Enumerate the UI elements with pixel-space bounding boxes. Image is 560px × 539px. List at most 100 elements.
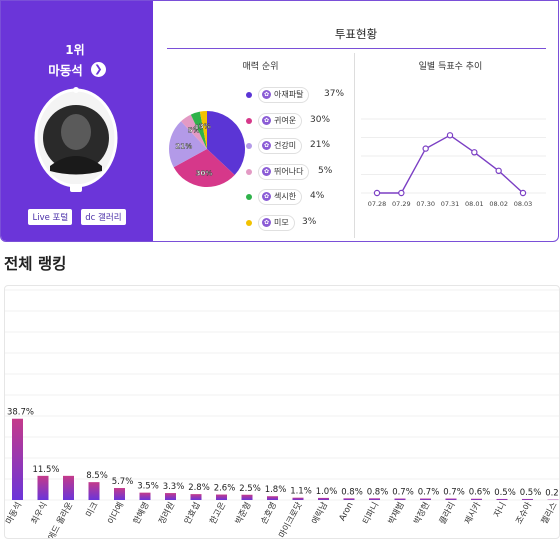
legend-color-dot: [246, 92, 252, 98]
pie-slice-0: [207, 111, 245, 176]
ranking-bar-2[interactable]: [63, 475, 74, 500]
pie-slice-label-1: 30%: [196, 169, 213, 177]
ranking-bar-3[interactable]: [88, 482, 100, 500]
pie-slice-label-4: 4%: [194, 124, 206, 132]
pie-slice-4: [190, 111, 207, 149]
legend-percent: 37%: [324, 89, 345, 99]
ranking-bar-7[interactable]: [190, 494, 202, 500]
ranking-value-label-19: 0.5%: [494, 488, 516, 498]
ranking-value-label-11: 1.1%: [290, 487, 312, 497]
charm-keyword-badge[interactable]: ✿ 건강미: [258, 138, 303, 154]
line-x-label-5: 08.02: [489, 200, 508, 208]
chevron-right-icon[interactable]: ❯: [90, 62, 106, 77]
ranking-category-label-12: 에릭남: [309, 500, 330, 526]
flower-icon: ✿: [262, 166, 271, 176]
ranking-category-label-2: 에드 올라운: [47, 501, 76, 539]
ranking-bar-5[interactable]: [139, 492, 151, 500]
flower-icon: ✿: [262, 90, 271, 99]
ranking-value-label-5: 3.5%: [137, 482, 159, 492]
pie-slice-5: [199, 111, 207, 149]
profile-name[interactable]: 마동석: [48, 63, 83, 78]
ranking-bar-8[interactable]: [216, 494, 227, 500]
flower-icon: ✿: [262, 217, 271, 227]
ranking-bar-14[interactable]: [369, 498, 380, 500]
line-x-label-1: 07.29: [392, 200, 411, 208]
ranking-bar-10[interactable]: [267, 496, 278, 500]
ranking-category-label-19: 자니: [492, 500, 509, 519]
pie-slice-label-5: 3%: [199, 123, 211, 131]
daily-votes-heading: 일별 득표수 추이: [418, 62, 483, 72]
ranking-value-label-9: 2.5%: [239, 484, 261, 494]
line-x-label-4: 08.01: [465, 200, 484, 208]
line-point-1: [398, 189, 405, 197]
ranking-bar-9[interactable]: [241, 494, 253, 500]
ranking-bar-20[interactable]: [522, 498, 533, 500]
line-x-label-3: 07.31: [441, 200, 460, 208]
ranking-category-label-9: 박준형: [233, 500, 254, 526]
ranking-bar-11[interactable]: [292, 497, 304, 500]
vote-status-title: 투표현황: [334, 27, 378, 41]
charm-keyword-badge[interactable]: ✿ 미모: [258, 214, 295, 231]
ranking-bar-4[interactable]: [114, 488, 125, 500]
ranking-bar-13[interactable]: [343, 498, 355, 500]
pie-slice-label-2: 21%: [175, 142, 192, 150]
ranking-category-label-11: 마이크로닷: [277, 500, 305, 539]
ranking-category-label-20: 조슈아: [513, 500, 534, 526]
charm-keyword-badge[interactable]: ✿ 섹시한: [258, 189, 303, 205]
charm-keyword-label: 귀여운: [274, 115, 297, 125]
ranking-bar-0[interactable]: [12, 418, 23, 500]
legend-color-dot: [246, 194, 252, 200]
charm-keyword-label: 미모: [274, 217, 289, 227]
column-divider: [354, 53, 355, 238]
ranking-category-label-8: 한고은: [208, 501, 228, 527]
charm-keyword-badge[interactable]: ✿ 뛰어나다: [258, 163, 310, 180]
name-row[interactable]: 마동석 ❯: [1, 59, 153, 79]
legend-percent: 30%: [310, 114, 331, 125]
charm-rank-heading: 매력 순위: [242, 62, 279, 72]
charm-keyword-badge[interactable]: ✿ 귀여운: [258, 112, 303, 129]
ranking-value-label-10: 1.8%: [265, 485, 287, 495]
ranking-value-label-16: 0.7%: [418, 488, 440, 498]
live-portal-button[interactable]: Live 포털: [28, 209, 73, 225]
line-point-5: [495, 167, 502, 175]
ranking-category-label-0: 마동석: [5, 500, 24, 526]
charm-keyword-badge[interactable]: ✿ 아재파탈: [258, 87, 310, 103]
legend-percent: 5%: [318, 165, 333, 176]
ranking-bar-18[interactable]: [471, 498, 482, 500]
pie-slice-3: [180, 114, 207, 149]
ranking-bar-6[interactable]: [165, 493, 176, 500]
legend-color-dot: [246, 168, 252, 175]
ranking-value-label-1: 11.5%: [32, 465, 59, 475]
legend-color-dot: [246, 219, 252, 226]
line-point-3: [446, 132, 454, 139]
ranking-bar-12[interactable]: [318, 497, 329, 500]
ranking-category-label-17: 클라리: [438, 501, 458, 526]
flower-icon: ✿: [262, 115, 271, 125]
ranking-bar-17[interactable]: [445, 498, 457, 500]
dc-gallery-button[interactable]: dc 갤러리: [81, 209, 126, 225]
ranking-value-label-3: 8.5%: [86, 471, 108, 481]
ranking-value-label-4: 5.7%: [112, 477, 134, 487]
ranking-bar-15[interactable]: [394, 498, 406, 500]
profile-photo[interactable]: [34, 86, 118, 196]
ranking-bar-16[interactable]: [420, 498, 431, 500]
ranking-value-label-6: 3.3%: [163, 482, 185, 492]
line-x-label-0: 07.28: [368, 200, 387, 208]
ranking-category-label-14: 티파니: [360, 500, 381, 526]
ranking-category-label-1: 최우식: [29, 500, 50, 526]
vote-summary-card: 1위 마동석 ❯ Live 포털 dc 갤러리 투표현황 매력 순위 일별 득표…: [0, 0, 559, 242]
ranking-value-label-7: 2.8%: [188, 483, 210, 493]
line-point-6: [519, 189, 527, 197]
pie-slice-label-3: 5%: [188, 127, 200, 135]
ranking-category-label-4: 이다예: [105, 500, 126, 526]
ranking-value-label-17: 0.7%: [443, 488, 465, 498]
charm-keyword-label: 아재파탈: [274, 90, 304, 99]
ranking-category-label-16: 박정현: [411, 500, 432, 526]
line-series: [377, 134, 524, 194]
top-profile-panel: 1위 마동석 ❯ Live 포털 dc 갤러리: [1, 1, 153, 241]
ranking-bar-19[interactable]: [496, 498, 508, 500]
ranking-category-label-7: 안효섭: [182, 500, 203, 526]
ranking-bar-1[interactable]: [37, 475, 49, 500]
